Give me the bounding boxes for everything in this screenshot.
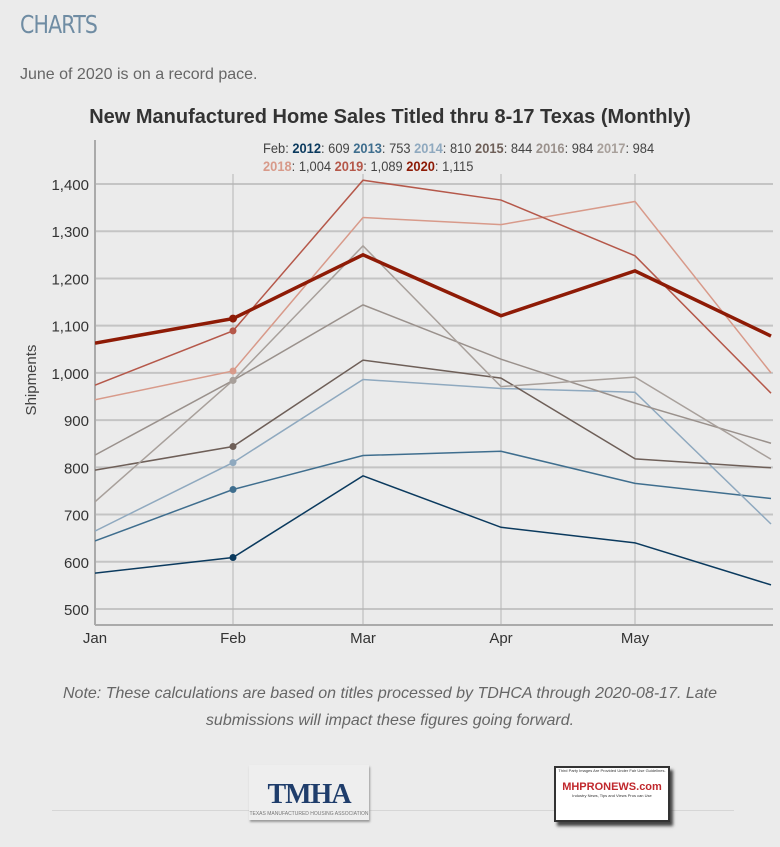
data-point-feb-2018 — [229, 367, 237, 375]
tmha-logo-text: TMHA — [267, 779, 351, 810]
divider — [52, 810, 734, 811]
legend-year-2013: 2013 — [353, 140, 382, 156]
series-line-2017 — [95, 244, 772, 503]
x-tick-label: Apr — [489, 630, 512, 647]
legend-value-2016: : 984 — [564, 140, 597, 156]
legend-year-2016: 2016 — [535, 140, 565, 156]
legend-value-2013: : 753 — [381, 140, 415, 156]
legend-year-2012: 2012 — [292, 140, 322, 156]
x-tick-label: Feb — [220, 630, 246, 647]
y-tick-label: 500 — [64, 602, 89, 619]
legend-year-2019: 2019 — [334, 158, 364, 174]
series-line-2020 — [95, 252, 772, 345]
data-point-feb-2017 — [229, 376, 237, 384]
tooltip-legend: Feb: 2012: 609 2013: 753 2014: 810 2015:… — [263, 140, 655, 174]
series-line-2012 — [95, 474, 772, 586]
legend-year-2020: 2020 — [406, 158, 435, 174]
series-line-2015 — [95, 359, 772, 471]
data-point-feb-2020 — [229, 314, 237, 323]
series-line-2013 — [95, 450, 772, 542]
data-point-feb-2019 — [229, 327, 237, 335]
line-chart: 500 600 700 800 900 1,000 1,100 1,200 1,300 1,400… — [23, 140, 773, 647]
y-tick-label: 1,200 — [51, 271, 89, 288]
y-tick-label: 1,100 — [51, 319, 89, 336]
legend-value-2019: : 1,089 — [363, 158, 407, 174]
tmha-logo-subtext: TEXAS MANUFACTURED HOUSING ASSOCIATION — [249, 811, 369, 817]
legend-year-2015: 2015 — [475, 140, 504, 156]
series-line-2018 — [95, 200, 772, 401]
y-tick-label: 1,300 — [51, 224, 89, 241]
data-point-feb-2015 — [229, 443, 237, 451]
mhpronews-logo-text: MHPRONEWS.com — [562, 781, 662, 793]
note-text: Note: These calculations are based on ti… — [63, 685, 717, 729]
series-line-2016 — [95, 304, 772, 456]
mhpronews-fairuse: Third Party Images Are Provided Under Fa… — [558, 768, 666, 773]
y-tick-label: 1,000 — [51, 366, 89, 383]
legend-value-2020: : 1,115 — [434, 158, 474, 174]
subtitle: June of 2020 is on a record pace. — [20, 66, 258, 83]
y-tick-label: 900 — [64, 413, 89, 430]
y-tick-label: 600 — [64, 555, 89, 572]
series-line-2014 — [95, 378, 772, 532]
y-tick-label: 700 — [64, 508, 89, 525]
x-tick-label: May — [621, 630, 650, 647]
x-tick-label: Jan — [83, 630, 107, 647]
mhpronews-logo[interactable]: Third Party Images Are Provided Under Fa… — [554, 766, 670, 822]
data-point-feb-2014 — [229, 459, 237, 467]
legend-value-2017: : 984 — [625, 140, 655, 156]
y-tick-label: 800 — [64, 460, 89, 477]
legend-value-2012: : 609 — [321, 140, 354, 156]
x-tick-label: Mar — [350, 630, 376, 647]
tooltip-month: Feb — [263, 140, 286, 156]
data-point-feb-2012 — [229, 554, 237, 562]
mhpronews-tagline: Industry News, Tips and Views Pros can U… — [572, 793, 652, 798]
legend-year-2018: 2018 — [263, 158, 292, 174]
legend-value-2014: : 810 — [442, 140, 476, 156]
tmha-logo[interactable]: TMHA TEXAS MANUFACTURED HOUSING ASSOCIAT… — [249, 765, 369, 820]
legend-value-2015: : 844 — [503, 140, 536, 156]
y-axis-label: Shipments — [23, 345, 40, 416]
series-line-2019 — [95, 179, 772, 394]
section-heading: CHARTS — [20, 10, 98, 39]
data-point-feb-2013 — [229, 486, 237, 494]
chart-title: New Manufactured Home Sales Titled thru … — [89, 106, 691, 128]
legend-year-2014: 2014 — [414, 140, 443, 156]
y-tick-label: 1,400 — [51, 177, 89, 194]
legend-year-2017: 2017 — [596, 140, 626, 156]
legend-value-2018: : 1,004 — [291, 158, 335, 174]
